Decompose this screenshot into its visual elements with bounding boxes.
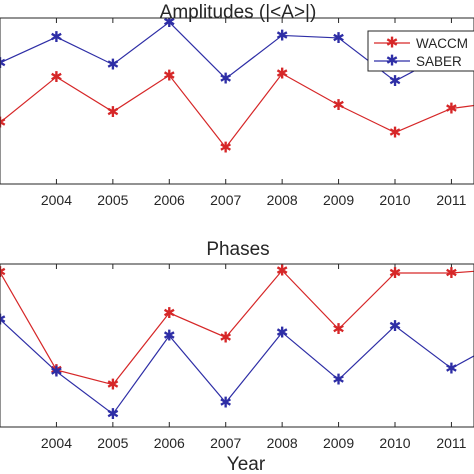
x-tick-label: 2009	[323, 435, 354, 451]
data-point-saber: ✱	[332, 30, 345, 47]
data-point-waccm: ✱	[389, 125, 402, 142]
data-point-saber: ✱	[219, 395, 232, 412]
data-point-saber: ✱	[50, 29, 63, 46]
x-tick-label: 2007	[210, 435, 241, 451]
data-point-waccm: ✱	[163, 67, 176, 84]
phases-title: Phases	[206, 239, 269, 260]
legend-box	[367, 30, 474, 72]
x-tick-label: 2008	[267, 192, 298, 208]
data-point-saber: ✱	[276, 27, 289, 44]
data-point-waccm: ✱	[219, 329, 232, 346]
data-point-saber: ✱	[332, 372, 345, 389]
phases-panel: Phases 2004 2005 2006 2007 2008 2009 2010 2011 …	[0, 239, 474, 451]
data-point-waccm: ✱	[389, 265, 402, 282]
data-point-saber: ✱	[163, 14, 176, 31]
x-tick-label: 2010	[379, 192, 410, 208]
amplitudes-panel: Amplitudes (|<A>|) 2004 2005 2006 2007 2008 2…	[0, 2, 474, 208]
x-tick-label: 2011	[436, 192, 466, 208]
data-point-waccm: ✱	[163, 305, 176, 322]
x-tick-label: 2007	[210, 192, 241, 208]
data-point-waccm: ✱	[276, 263, 289, 280]
data-point-saber: ✱	[0, 311, 6, 328]
data-point-waccm: ✱	[0, 264, 6, 281]
phases-axes-box	[0, 263, 474, 428]
x-tick-label: 2004	[41, 435, 72, 451]
data-point-waccm: ✱	[332, 321, 345, 338]
data-point-saber: ✱	[389, 318, 402, 335]
data-point-saber: ✱	[163, 328, 176, 345]
data-point-saber: ✱	[219, 71, 232, 88]
data-point-saber: ✱	[445, 360, 458, 377]
phases-series: ✱✱✱✱✱✱✱✱✱✱✱✱✱✱✱✱✱✱✱✱	[0, 263, 474, 423]
series-line-waccm	[0, 72, 474, 149]
x-tick-label: 2008	[267, 435, 298, 451]
x-tick-label: 2005	[97, 435, 128, 451]
x-tick-label: 2010	[379, 435, 410, 451]
data-point-waccm: ✱	[107, 377, 120, 394]
x-tick-label: 2004	[41, 192, 72, 208]
data-point-saber: ✱	[0, 55, 6, 72]
data-point-waccm: ✱	[445, 265, 458, 282]
x-tick-label: 2006	[154, 435, 185, 451]
data-point-saber: ✱	[50, 364, 63, 381]
legend-waccm-marker: ✱	[386, 35, 399, 52]
phases-x-ticks: 2004 2005 2006 2007 2008 2009 2010 2011	[41, 264, 467, 451]
data-point-saber: ✱	[107, 406, 120, 423]
data-point-waccm: ✱	[276, 66, 289, 83]
legend-waccm-label: WACCM	[416, 36, 468, 51]
series-line-waccm	[0, 269, 474, 386]
legend-saber-marker: ✱	[386, 53, 399, 70]
amplitudes-legend: ✱ WACCM ✱ SABER	[367, 30, 474, 72]
amplitudes-title: Amplitudes (|<A>|)	[160, 2, 317, 23]
data-point-waccm: ✱	[0, 115, 6, 132]
series-line-saber	[0, 318, 474, 415]
data-point-waccm: ✱	[332, 97, 345, 114]
data-point-waccm: ✱	[107, 104, 120, 121]
data-point-saber: ✱	[276, 324, 289, 341]
data-point-waccm: ✱	[50, 362, 63, 379]
data-point-saber: ✱	[107, 56, 120, 73]
data-point-waccm: ✱	[50, 69, 63, 86]
x-tick-label: 2006	[154, 192, 185, 208]
data-point-waccm: ✱	[219, 139, 232, 156]
amplitudes-axes-box	[0, 17, 474, 185]
x-tick-label: 2009	[323, 192, 354, 208]
x-axis-label: Year	[227, 454, 266, 474]
legend-saber-label: SABER	[416, 54, 462, 69]
x-tick-label: 2005	[97, 192, 128, 208]
x-tick-label: 2011	[436, 435, 466, 451]
data-point-waccm: ✱	[445, 100, 458, 117]
amplitudes-x-ticks: 2004 2005 2006 2007 2008 2009 2010 2011	[41, 18, 467, 208]
data-point-saber: ✱	[389, 73, 402, 90]
